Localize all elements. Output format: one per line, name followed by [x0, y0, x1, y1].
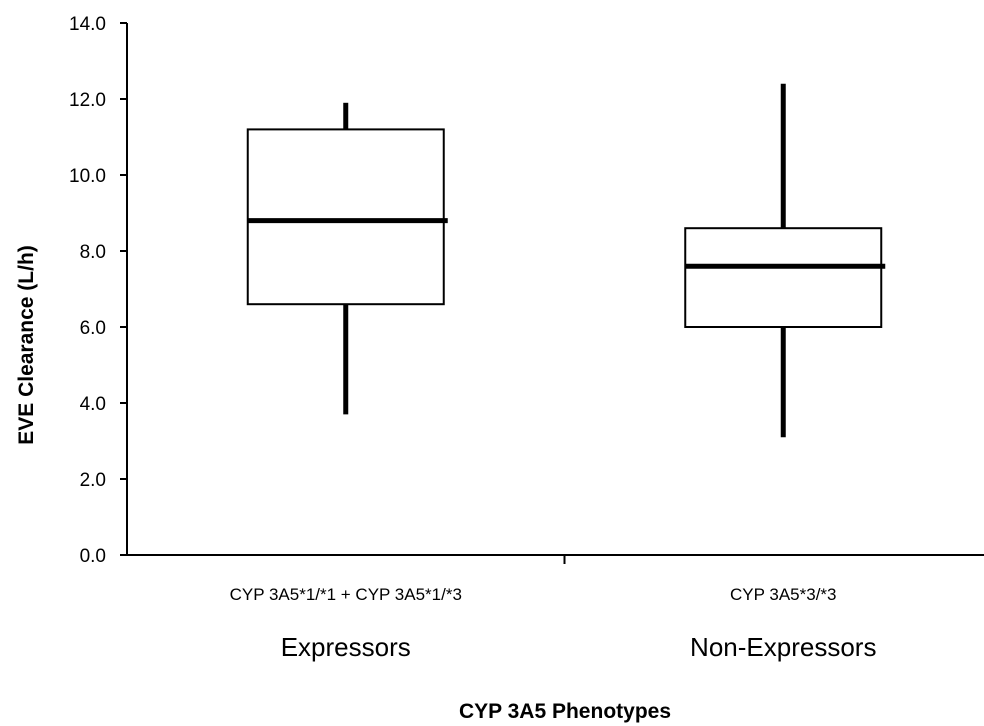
category-label: CYP 3A5*1/*1 + CYP 3A5*1/*3 [230, 585, 462, 604]
y-tick-label: 14.0 [69, 14, 106, 35]
box-1 [246, 102, 448, 415]
y-axis: 0.0 2.0 4.0 6.0 8.0 10.0 12.0 14.0 [69, 14, 128, 567]
group-label: Non-Expressors [690, 632, 876, 662]
box-2 [684, 83, 886, 438]
y-tick-label: 0.0 [80, 546, 106, 567]
category-label: CYP 3A5*3/*3 [730, 585, 836, 604]
y-tick-label: 2.0 [80, 470, 106, 491]
y-tick-label: 8.0 [80, 242, 106, 263]
x-axis-title: CYP 3A5 Phenotypes [459, 700, 671, 723]
y-axis-title: EVE Clearance (L/h) [15, 245, 38, 445]
iqr-box [684, 227, 883, 328]
iqr-box [246, 128, 445, 306]
y-tick-label: 10.0 [69, 166, 106, 187]
y-tick-label: 12.0 [69, 90, 106, 111]
y-tick-label: 4.0 [80, 394, 106, 415]
y-tick-label: 6.0 [80, 318, 106, 339]
box-series [246, 83, 886, 438]
x-axis: CYP 3A5*1/*1 + CYP 3A5*1/*3 Expressors CYP… [127, 554, 984, 662]
group-label: Expressors [281, 632, 411, 662]
